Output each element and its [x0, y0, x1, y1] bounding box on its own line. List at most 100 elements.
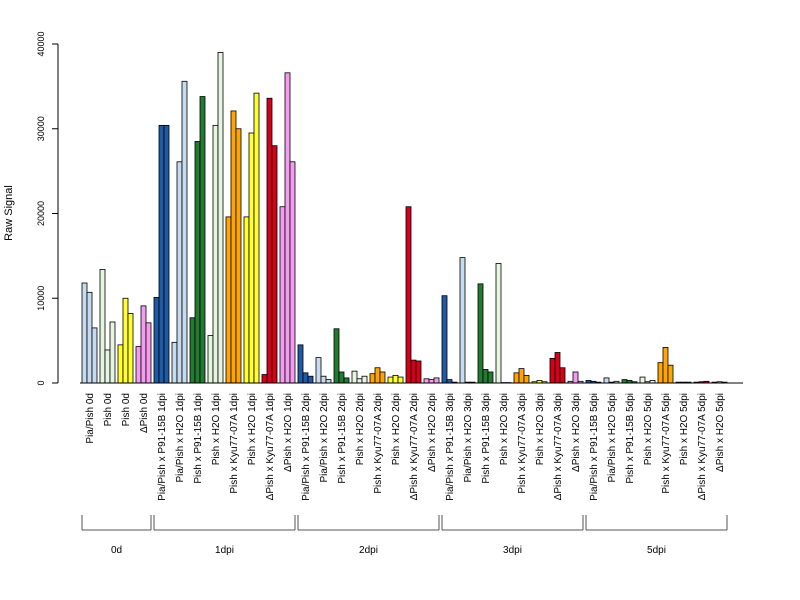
x-tick-label: ΔPish x Kyu77-07A 3dpi	[553, 393, 564, 500]
bar	[248, 132, 255, 384]
bar	[410, 359, 417, 384]
x-tick-label: Pish x P91-15B 3dpi	[481, 393, 492, 484]
group-label: 1dpi	[215, 545, 234, 556]
bar	[199, 96, 206, 384]
x-tick-label: ΔPish x H2O 2dpi	[427, 393, 438, 472]
x-tick-label: Pia/Pish 0d	[85, 393, 96, 444]
bar	[284, 72, 291, 384]
bar	[225, 216, 232, 384]
x-tick-label: ΔPish x Kyu77-07A 5dpi	[697, 393, 708, 500]
x-tick-label: Pish x Kyu77-07A 2dpi	[373, 393, 384, 494]
y-tick-label: 40000	[36, 31, 46, 56]
bar	[518, 368, 525, 384]
x-tick-label: Pish x H2O 1dpi	[247, 393, 258, 465]
bar	[446, 379, 453, 384]
bar	[230, 110, 237, 384]
x-tick-label: Pish x H2O 1dpi	[211, 393, 222, 465]
bar	[356, 378, 363, 384]
x-tick-label: ΔPish 0d	[139, 393, 150, 433]
group-label: 5dpi	[647, 545, 666, 556]
x-tick-label: Pish x H2O 3dpi	[499, 393, 510, 465]
y-axis-label: Raw Signal	[3, 185, 15, 241]
bar	[325, 379, 332, 384]
x-tick-label: Pish x P91-15B 5dpi	[625, 393, 636, 484]
x-tick-label: Pish x P91-15B 2dpi	[337, 393, 348, 484]
bar	[667, 364, 674, 384]
bar	[487, 371, 494, 384]
bar	[459, 257, 466, 384]
bar	[279, 206, 286, 384]
bar	[266, 97, 273, 384]
bar	[158, 124, 165, 384]
x-tick-label: Pish 0d	[121, 393, 132, 426]
bar	[315, 357, 322, 384]
bar	[135, 346, 142, 384]
bar	[513, 372, 520, 384]
x-tick-label: Pish 0d	[103, 393, 114, 426]
bar	[428, 379, 435, 384]
bar	[81, 282, 88, 384]
bar	[433, 377, 440, 384]
bar	[559, 367, 566, 384]
bar	[351, 370, 358, 384]
bar	[415, 360, 422, 384]
bar	[554, 352, 561, 384]
bar	[181, 80, 188, 384]
x-tick-label: Pish x Kyu77-07A 3dpi	[517, 393, 528, 494]
bar	[423, 378, 430, 384]
bar	[117, 344, 124, 384]
bar	[307, 375, 314, 384]
bar	[662, 347, 669, 384]
x-tick-label: Pish x H2O 2dpi	[391, 393, 402, 465]
bar	[392, 374, 399, 384]
y-tick-label: 10000	[36, 286, 46, 311]
y-tick-label: 0	[36, 380, 46, 385]
bar	[207, 335, 214, 384]
bar	[572, 371, 579, 384]
bars	[81, 52, 728, 384]
bar	[261, 374, 268, 384]
bar	[253, 92, 260, 384]
x-tick-label: ΔPish x H2O 5dpi	[715, 393, 726, 472]
bar	[86, 291, 93, 384]
y-axis: 0 10000 20000 30000 40000	[36, 31, 59, 386]
bar	[91, 327, 98, 384]
bar	[297, 344, 304, 384]
x-tick-label: Pia/Pish x H2O 1dpi	[175, 393, 186, 483]
bar	[603, 377, 610, 384]
x-tick-label: ΔPish x Kyu77-07A 2dpi	[409, 393, 420, 500]
x-tick-label: ΔPish x H2O 3dpi	[571, 393, 582, 472]
bar	[639, 376, 646, 384]
x-tick-label: Pish x H2O 5dpi	[679, 393, 690, 465]
x-tick-label: Pia/Pish x P91-15B 1dpi	[157, 393, 168, 501]
group-label: 0d	[111, 545, 122, 556]
bar	[217, 52, 224, 384]
group-label: 3dpi	[503, 545, 522, 556]
bar	[495, 263, 502, 384]
bar	[171, 341, 178, 384]
bar	[523, 374, 530, 384]
bar	[343, 377, 350, 384]
bar	[153, 297, 160, 384]
bar	[104, 349, 111, 384]
bar	[441, 295, 448, 384]
bar	[397, 376, 404, 384]
x-tick-label: Pish x H2O 5dpi	[643, 393, 654, 465]
bar	[99, 269, 106, 384]
x-tick-label: ΔPish x H2O 1dpi	[283, 393, 294, 472]
bar	[271, 145, 278, 384]
bar	[176, 161, 183, 384]
bar	[482, 369, 489, 384]
x-tick-label: Pish x P91-15B 1dpi	[193, 393, 204, 484]
bar	[320, 375, 327, 384]
x-tick-label: Pia/Pish x P91-15B 5dpi	[589, 393, 600, 501]
bar	[621, 379, 628, 384]
bar	[361, 375, 368, 384]
bar	[369, 373, 376, 384]
x-tick-label: Pia/Pish x P91-15B 2dpi	[301, 393, 312, 501]
bar	[338, 371, 345, 384]
bar	[189, 317, 196, 384]
x-tick-label: Pia/Pish x H2O 5dpi	[607, 393, 618, 483]
bar	[387, 376, 394, 384]
bar	[657, 362, 664, 384]
